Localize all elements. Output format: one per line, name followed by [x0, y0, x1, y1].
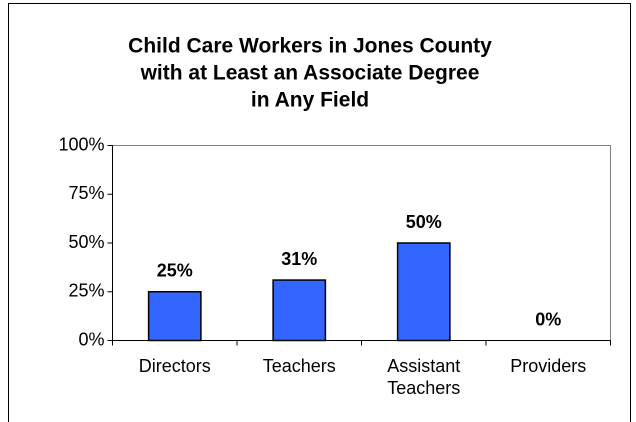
- bar: [396, 242, 451, 342]
- data-label: 25%: [157, 261, 193, 281]
- x-tick-label: Teachers: [262, 355, 336, 376]
- bar: [147, 291, 202, 342]
- data-label: 50%: [406, 212, 442, 232]
- y-tick-label: 75%: [68, 183, 104, 203]
- bar: [272, 279, 327, 342]
- x-tick-label: Assistant Teachers: [387, 355, 461, 398]
- x-tick-label: Providers: [510, 355, 587, 376]
- data-label: 0%: [535, 309, 561, 329]
- y-tick-label: 0%: [78, 329, 104, 349]
- y-tick-label: 50%: [68, 232, 104, 252]
- chart-title: Child Care Workers in Jones County: [128, 35, 492, 58]
- y-tick-label: 100%: [58, 134, 104, 154]
- y-tick-label: 25%: [68, 281, 104, 301]
- x-tick-label: Directors: [138, 355, 211, 376]
- chart-title: with at Least an Associate Degree: [140, 62, 480, 85]
- chart-border: [8, 3, 631, 422]
- data-label: 31%: [281, 249, 317, 269]
- chart-title: in Any Field: [251, 89, 369, 112]
